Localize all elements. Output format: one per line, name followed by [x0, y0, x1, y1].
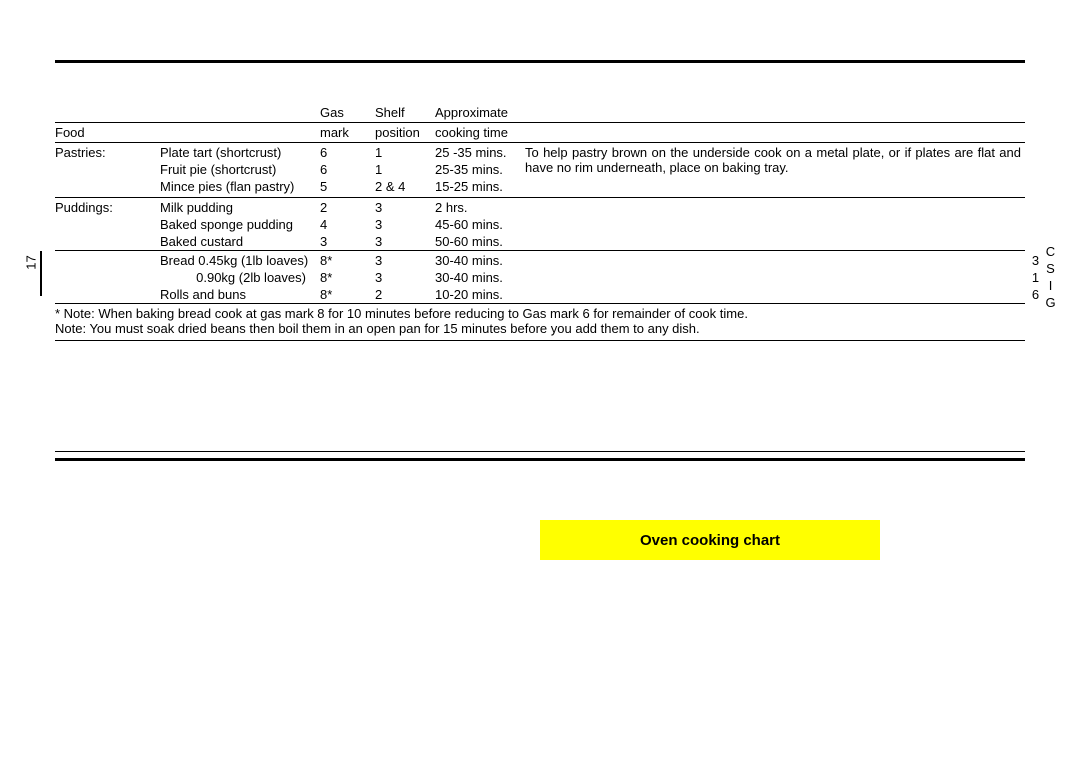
- table-header: Gas Shelf Approximate Food mark position…: [55, 103, 1025, 143]
- table-row: Bread 0.45kg (1lb loaves) 8* 3 30-40 min…: [55, 251, 1025, 270]
- item-cell: Bread 0.45kg (1lb loaves): [160, 251, 320, 270]
- gas-cell: 4: [320, 216, 375, 233]
- shelf-cell: 2 & 4: [375, 178, 435, 195]
- page-number: 17: [24, 255, 39, 269]
- header-time: Approximate: [435, 103, 525, 123]
- group-note: To help pastry brown on the underside co…: [525, 143, 1025, 198]
- time-cell: 10-20 mins.: [435, 286, 525, 303]
- gas-cell: 8*: [320, 251, 375, 270]
- item-cell: Milk pudding: [160, 198, 320, 217]
- shelf-cell: 1: [375, 143, 435, 162]
- table-row: Baked sponge pudding 4 3 45-60 mins.: [55, 216, 1025, 233]
- shelf-cell: 3: [375, 233, 435, 250]
- table-row: Baked custard 3 3 50-60 mins.: [55, 233, 1025, 250]
- table-row: Rolls and buns 8* 2 10-20 mins.: [55, 286, 1025, 303]
- shelf-cell: 3: [375, 198, 435, 217]
- item-cell: 0.90kg (2lb loaves): [160, 269, 320, 286]
- gas-cell: 8*: [320, 269, 375, 286]
- time-cell: 15-25 mins.: [435, 178, 525, 195]
- item-cell: Baked custard: [160, 233, 320, 250]
- top-rule: [55, 60, 1025, 63]
- gas-cell: 5: [320, 178, 375, 195]
- gas-cell: 3: [320, 233, 375, 250]
- header-shelf-sub: position: [375, 123, 435, 143]
- footnote-bread: * Note: When baking bread cook at gas ma…: [55, 306, 1025, 321]
- header-gas-sub: mark: [320, 123, 375, 143]
- item-cell: Mince pies (flan pastry): [160, 178, 320, 195]
- item-cell: Plate tart (shortcrust): [160, 143, 320, 162]
- model-code: CSIG 316: [1042, 228, 1058, 328]
- gas-cell: 6: [320, 161, 375, 178]
- item-cell: Fruit pie (shortcrust): [160, 161, 320, 178]
- time-cell: 2 hrs.: [435, 198, 525, 217]
- time-cell: 25-35 mins.: [435, 161, 525, 178]
- time-cell: 45-60 mins.: [435, 216, 525, 233]
- footnote-beans: Note: You must soak dried beans then boi…: [55, 321, 1025, 336]
- gas-cell: 8*: [320, 286, 375, 303]
- page-number-tick: [40, 251, 42, 296]
- header-time-sub: cooking time: [435, 123, 525, 143]
- header-shelf: Shelf: [375, 103, 435, 123]
- bottom-thick-rule: [55, 458, 1025, 461]
- cooking-chart-table: Gas Shelf Approximate Food mark position…: [55, 103, 1025, 304]
- item-cell: Baked sponge pudding: [160, 216, 320, 233]
- time-cell: 50-60 mins.: [435, 233, 525, 250]
- table-row: Puddings: Milk pudding 2 3 2 hrs.: [55, 198, 1025, 217]
- time-cell: 30-40 mins.: [435, 251, 525, 270]
- time-cell: 30-40 mins.: [435, 269, 525, 286]
- page-content: Gas Shelf Approximate Food mark position…: [0, 0, 1080, 461]
- group-label: Puddings:: [55, 198, 160, 217]
- footnotes: * Note: When baking bread cook at gas ma…: [55, 304, 1025, 341]
- shelf-cell: 3: [375, 216, 435, 233]
- table-row: 0.90kg (2lb loaves) 8* 3 30-40 mins.: [55, 269, 1025, 286]
- table-row: Pastries: Plate tart (shortcrust) 6 1 25…: [55, 143, 1025, 162]
- bottom-rules: [55, 451, 1025, 461]
- header-gas: Gas: [320, 103, 375, 123]
- shelf-cell: 1: [375, 161, 435, 178]
- header-food: Food: [55, 123, 160, 143]
- item-cell: Rolls and buns: [160, 286, 320, 303]
- time-cell: 25 -35 mins.: [435, 143, 525, 162]
- shelf-cell: 3: [375, 251, 435, 270]
- group-label: Pastries:: [55, 143, 160, 162]
- shelf-cell: 3: [375, 269, 435, 286]
- section-title: Oven cooking chart: [640, 532, 780, 549]
- shelf-cell: 2: [375, 286, 435, 303]
- section-title-box: Oven cooking chart: [540, 520, 880, 560]
- gas-cell: 2: [320, 198, 375, 217]
- gas-cell: 6: [320, 143, 375, 162]
